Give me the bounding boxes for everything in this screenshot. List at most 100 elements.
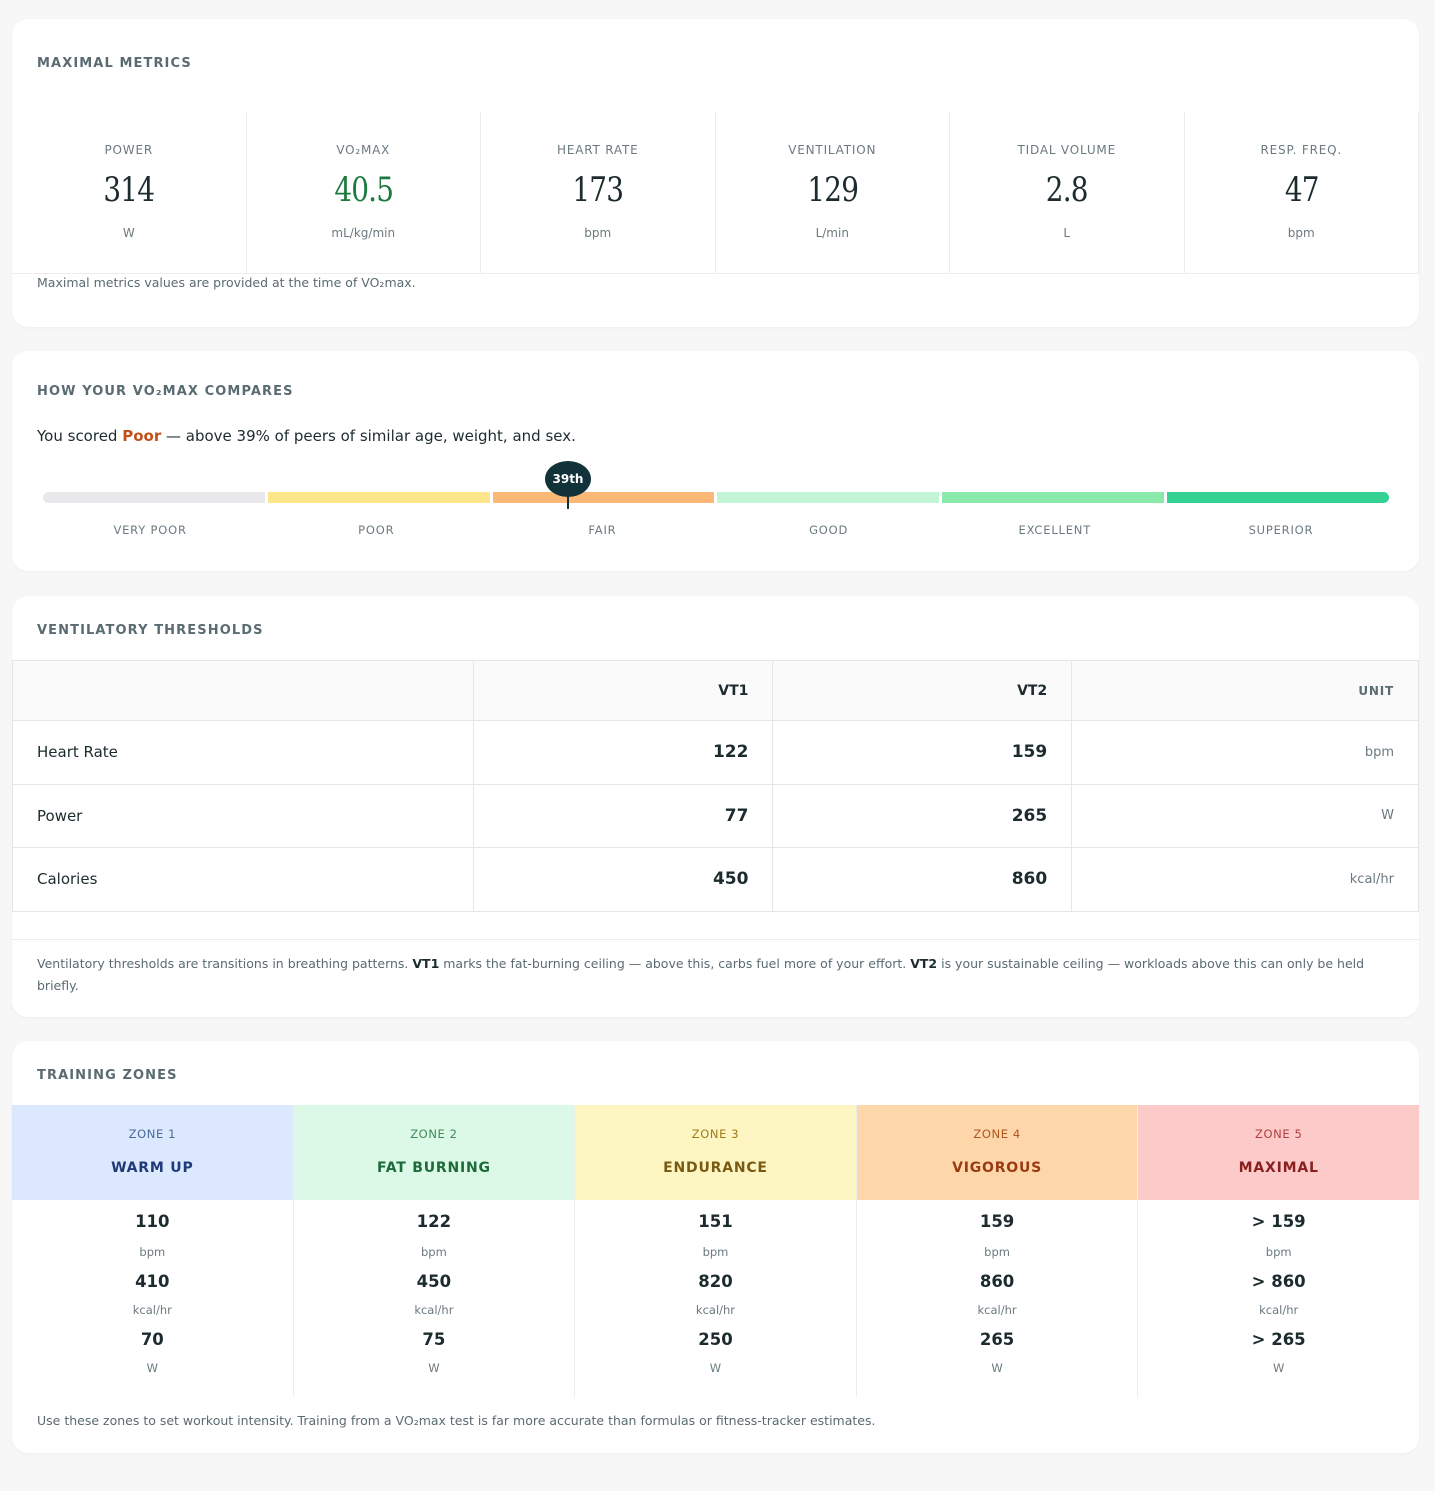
- metric-unit: L/min: [815, 226, 849, 240]
- vt1-value: 122: [472, 720, 774, 785]
- zone-header: ZONE 4 VIGOROUS: [856, 1105, 1138, 1200]
- zone-number: ZONE 4: [973, 1127, 1021, 1141]
- metric-value: 40.5: [333, 170, 394, 210]
- band-segment: [267, 492, 490, 503]
- zone-heart-rate: 159: [979, 1212, 1015, 1231]
- vt1-header: VT1: [472, 660, 774, 721]
- metrics-row: POWER 314 W VO₂MAX 40.5 mL/kg/min HEART …: [12, 112, 1419, 274]
- zone-calories: 820: [698, 1272, 733, 1291]
- zone-calories: 860: [979, 1272, 1015, 1291]
- score-rating: Poor: [122, 427, 162, 445]
- vt-note-text: Ventilatory thresholds are transitions i…: [37, 956, 413, 971]
- metric-unit: L: [1063, 226, 1071, 240]
- metric-label: TIDAL VOLUME: [1017, 143, 1116, 157]
- zone-heart-rate: 151: [698, 1212, 733, 1231]
- metric-vo2max: VO₂MAX 40.5 mL/kg/min: [247, 112, 481, 273]
- zone-number: ZONE 1: [128, 1127, 176, 1141]
- zone-column: ZONE 3 ENDURANCE 151 bpm 820 kcal/hr 250 W: [575, 1105, 857, 1397]
- zone-number: ZONE 3: [691, 1127, 740, 1141]
- zone-column: ZONE 1 WARM UP 110 bpm 410 kcal/hr 70 W: [12, 1105, 294, 1397]
- vt-note-vt2: VT2: [910, 956, 938, 971]
- metric-label: HEART RATE: [557, 143, 639, 157]
- table-row: Heart Rate 122 159 bpm: [12, 720, 1419, 785]
- zone-name: ENDURANCE: [663, 1160, 768, 1176]
- zone-unit: bpm: [420, 1245, 447, 1259]
- training-zones-card: TRAINING ZONES ZONE 1 WARM UP 110 bpm 410 kca…: [12, 1041, 1419, 1453]
- metric-ventilation: VENTILATION 129 L/min: [716, 112, 950, 273]
- vt1-value: 77: [472, 783, 774, 848]
- zone-unit: W: [1272, 1361, 1285, 1375]
- zone-header: ZONE 5 MAXIMAL: [1138, 1105, 1419, 1200]
- metric-power: POWER 314 W: [12, 112, 247, 273]
- zone-unit: bpm: [702, 1245, 729, 1259]
- vt2-value: 265: [772, 783, 1073, 848]
- zones-grid: ZONE 1 WARM UP 110 bpm 410 kcal/hr 70 W ZONE 2 FA…: [12, 1105, 1419, 1397]
- zone-unit: W: [991, 1361, 1003, 1375]
- vo2max-compare-card: HOW YOUR VO₂MAX COMPARES You scored Poor…: [12, 351, 1419, 571]
- band-label: POOR: [358, 523, 395, 537]
- score-suffix: — above 39% of peers of similar age, wei…: [161, 427, 576, 445]
- vt-note: Ventilatory thresholds are transitions i…: [37, 953, 1387, 997]
- metric-unit: W: [122, 226, 135, 240]
- score-summary: You scored Poor — above 39% of peers of …: [37, 427, 576, 445]
- metric-resp-freq: RESP. FREQ. 47 bpm: [1185, 112, 1419, 273]
- zone-unit: W: [146, 1361, 158, 1375]
- unit-header: UNIT: [1071, 660, 1419, 721]
- row-unit: kcal/hr: [1071, 847, 1419, 912]
- vt-title: VENTILATORY THRESHOLDS: [37, 623, 264, 638]
- zone-name: WARM UP: [111, 1160, 194, 1176]
- metric-unit: bpm: [584, 226, 612, 240]
- zone-heart-rate: > 159: [1251, 1212, 1306, 1231]
- vt-note-text: marks the fat-burning ceiling — above th…: [439, 956, 911, 971]
- zone-unit: bpm: [139, 1245, 166, 1259]
- band-segment: [717, 492, 940, 503]
- zone-number: ZONE 2: [410, 1127, 458, 1141]
- zones-title: TRAINING ZONES: [37, 1068, 178, 1083]
- metric-label: VENTILATION: [788, 143, 877, 157]
- band-label: FAIR: [588, 523, 617, 537]
- zone-unit: bpm: [984, 1245, 1010, 1259]
- zone-unit: kcal/hr: [977, 1303, 1017, 1317]
- zone-heart-rate: 122: [416, 1212, 452, 1231]
- maximal-metrics-title: MAXIMAL METRICS: [37, 56, 192, 71]
- vt2-value: 159: [772, 720, 1073, 785]
- metric-value: 173: [572, 170, 624, 210]
- zone-unit: kcal/hr: [132, 1303, 172, 1317]
- zone-unit: kcal/hr: [1259, 1303, 1299, 1317]
- metric-value: 314: [103, 170, 155, 210]
- band-label: EXCELLENT: [1018, 523, 1092, 537]
- percentile-marker: 39th: [545, 461, 591, 497]
- zones-note: Use these zones to set workout intensity…: [37, 1413, 876, 1428]
- metric-tidal-volume: TIDAL VOLUME 2.8 L: [950, 112, 1185, 273]
- vt1-value: 450: [472, 847, 774, 912]
- metric-value: 2.8: [1045, 170, 1089, 210]
- metric-label: RESP. FREQ.: [1260, 143, 1342, 157]
- zone-header: ZONE 1 WARM UP: [12, 1105, 293, 1200]
- zone-header: ZONE 2 FAT BURNING: [293, 1105, 575, 1200]
- vt-header-row: VT1 VT2 UNIT: [12, 660, 1419, 721]
- maximal-metrics-card: MAXIMAL METRICS POWER 314 W VO₂MAX 40.5 …: [12, 19, 1419, 327]
- row-label: Heart Rate: [12, 720, 474, 785]
- vt-note-vt1: VT1: [412, 956, 440, 971]
- band-label: SUPERIOR: [1248, 523, 1314, 537]
- table-row: Power 77 265 W: [12, 783, 1419, 848]
- zone-unit: kcal/hr: [695, 1303, 736, 1317]
- vt2-header: VT2: [772, 660, 1073, 721]
- band-labels: VERY POOR POOR FAIR GOOD EXCELLENT SUPERIOR: [37, 523, 1394, 537]
- zone-calories: > 860: [1251, 1272, 1306, 1291]
- metric-unit: mL/kg/min: [331, 226, 396, 240]
- zone-heart-rate: 110: [135, 1212, 170, 1231]
- zone-calories: 450: [416, 1272, 452, 1291]
- zone-calories: 410: [135, 1272, 170, 1291]
- metric-value: 47: [1284, 170, 1319, 210]
- zone-power: 250: [698, 1330, 733, 1349]
- band-segment: [942, 492, 1165, 503]
- score-prefix: You scored: [37, 427, 123, 445]
- vt2-value: 860: [772, 847, 1073, 912]
- zone-name: FAT BURNING: [376, 1160, 491, 1176]
- zone-column: ZONE 5 MAXIMAL > 159 bpm > 860 kcal/hr > 265 W: [1138, 1105, 1419, 1397]
- row-unit: bpm: [1071, 720, 1419, 785]
- zone-unit: kcal/hr: [414, 1303, 454, 1317]
- row-label: Power: [12, 783, 474, 848]
- band-segment: [492, 492, 715, 503]
